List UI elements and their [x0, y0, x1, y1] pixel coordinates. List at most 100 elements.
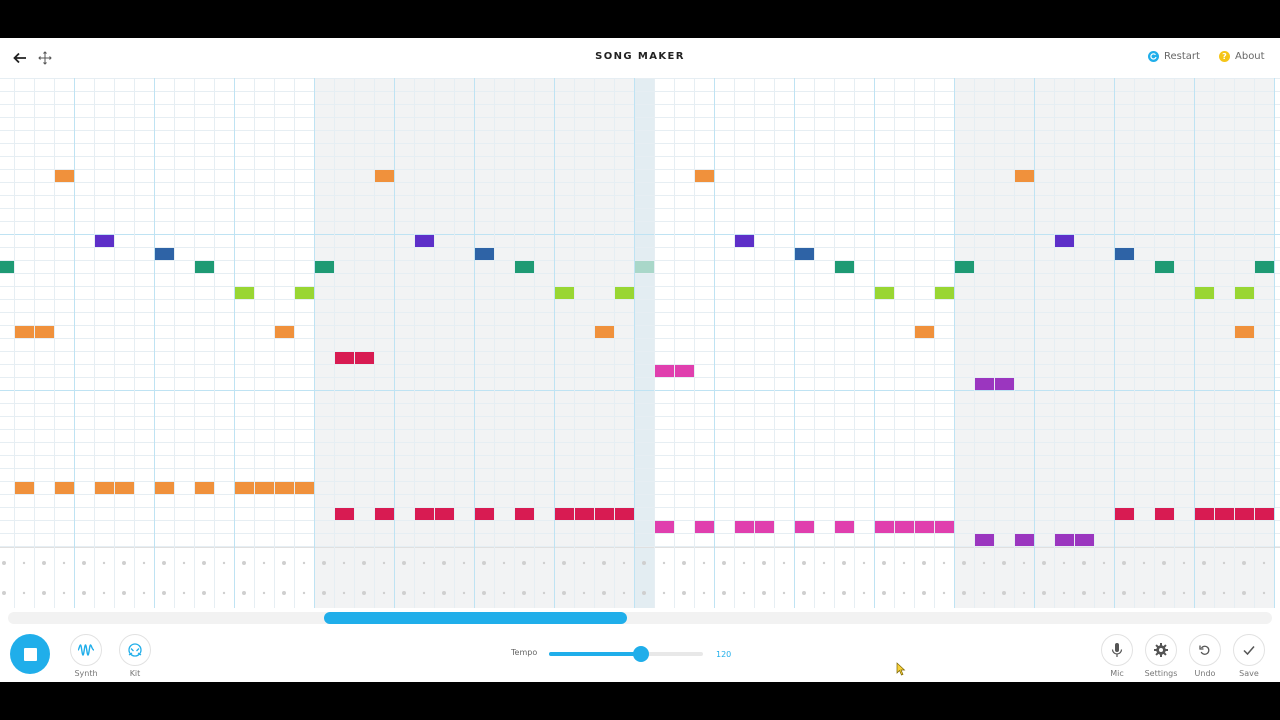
waveform-icon	[70, 634, 102, 666]
mic-button[interactable]: Mic	[1101, 634, 1133, 678]
melody-note	[615, 287, 634, 299]
percussion-dot	[2, 561, 6, 565]
percussion-dot	[982, 561, 986, 565]
stop-button[interactable]	[10, 634, 50, 674]
settings-button[interactable]: Settings	[1145, 634, 1177, 678]
percussion-dot	[1242, 561, 1246, 565]
page-title: SONG MAKER	[595, 51, 685, 62]
melody-note	[155, 482, 174, 494]
percussion-dot	[902, 561, 906, 565]
percussion-dot	[662, 591, 666, 595]
percussion-dot	[802, 561, 806, 565]
percussion-dot	[162, 561, 166, 565]
save-label: Save	[1239, 669, 1259, 678]
about-link[interactable]: ? About	[1219, 51, 1265, 62]
percussion-dot	[642, 561, 646, 565]
mic-label: Mic	[1110, 669, 1124, 678]
percussion-dot	[602, 561, 606, 565]
percussion-dot	[682, 561, 686, 565]
percussion-dot	[982, 591, 986, 595]
restart-link[interactable]: Restart	[1148, 51, 1200, 62]
percussion-dot	[1102, 591, 1106, 595]
melody-note	[975, 378, 994, 390]
horizontal-scrollbar[interactable]	[8, 612, 1272, 624]
percussion-dot	[722, 591, 726, 595]
melody-note	[35, 326, 54, 338]
percussion-dot	[222, 591, 226, 595]
melody-note	[1015, 534, 1034, 546]
scrollbar-thumb[interactable]	[324, 612, 628, 624]
percussion-dot	[302, 591, 306, 595]
percussion-dot	[442, 561, 446, 565]
percussion-dot	[802, 591, 806, 595]
melody-note	[255, 482, 274, 494]
percussion-dot	[882, 591, 886, 595]
undo-button[interactable]: Undo	[1189, 634, 1221, 678]
melody-note	[295, 287, 314, 299]
percussion-dot	[242, 591, 246, 595]
tempo-slider-knob[interactable]	[633, 646, 650, 662]
melody-note	[835, 261, 854, 273]
percussion-dot	[822, 591, 826, 595]
synth-label: Synth	[74, 669, 98, 678]
percussion-dot	[42, 591, 46, 595]
kit-button[interactable]: Kit	[119, 634, 151, 678]
melody-note	[695, 170, 714, 182]
restart-label: Restart	[1164, 51, 1200, 62]
percussion-dot	[82, 591, 86, 595]
synth-button[interactable]: Synth	[70, 634, 102, 678]
move-arrows-icon[interactable]	[35, 48, 55, 68]
melody-note	[655, 365, 674, 377]
percussion-dot	[142, 591, 146, 595]
percussion-dot	[522, 591, 526, 595]
percussion-dot	[102, 561, 106, 565]
percussion-dot	[862, 591, 866, 595]
melody-note	[695, 521, 714, 533]
percussion-dot	[1262, 561, 1266, 565]
percussion-dot	[522, 561, 526, 565]
melody-note	[1055, 534, 1074, 546]
melody-note	[795, 521, 814, 533]
percussion-dot	[742, 591, 746, 595]
percussion-dot	[362, 561, 366, 565]
percussion-dot	[222, 561, 226, 565]
undo-icon	[1189, 634, 1221, 666]
percussion-dot	[1122, 561, 1126, 565]
percussion-dot	[22, 561, 26, 565]
melody-note	[15, 326, 34, 338]
percussion-dot	[502, 591, 506, 595]
percussion-dot	[1202, 591, 1206, 595]
percussion-dot	[182, 561, 186, 565]
percussion-dot	[782, 561, 786, 565]
percussion-dot	[82, 561, 86, 565]
about-label: About	[1235, 51, 1265, 62]
undo-label: Undo	[1194, 669, 1216, 678]
song-maker-app: SONG MAKER Restart ? About	[0, 38, 1280, 682]
percussion-dot	[962, 561, 966, 565]
melody-note	[915, 326, 934, 338]
arrow-left-icon[interactable]	[10, 48, 30, 68]
percussion-dot	[2, 591, 6, 595]
melody-note	[735, 521, 754, 533]
melody-note	[1015, 170, 1034, 182]
melody-note	[515, 261, 534, 273]
percussion-dot	[622, 561, 626, 565]
melody-note	[755, 521, 774, 533]
percussion-dot	[322, 591, 326, 595]
tempo-slider[interactable]	[549, 646, 703, 662]
percussion-dot	[1142, 561, 1146, 565]
percussion-dot	[922, 591, 926, 595]
note-grid[interactable]	[0, 78, 1280, 608]
percussion-dot	[62, 591, 66, 595]
melody-note	[1195, 508, 1214, 520]
melody-note	[795, 248, 814, 260]
save-button[interactable]: Save	[1233, 634, 1265, 678]
percussion-dot	[822, 561, 826, 565]
melody-note	[195, 482, 214, 494]
percussion-dot	[1222, 591, 1226, 595]
percussion-dot	[562, 561, 566, 565]
mouse-cursor-icon	[896, 662, 906, 676]
percussion-dot	[322, 561, 326, 565]
percussion-dot	[662, 561, 666, 565]
percussion-dot	[1042, 561, 1046, 565]
